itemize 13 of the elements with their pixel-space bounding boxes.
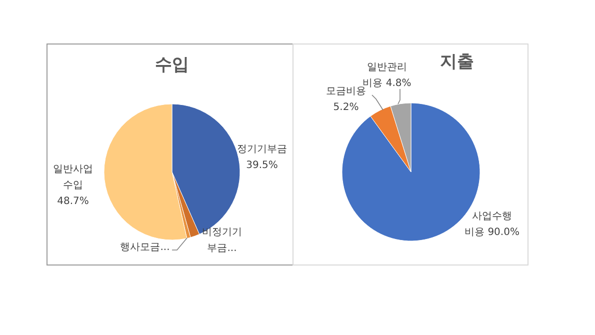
slice-label: 일반관리비용 4.8% <box>362 62 412 89</box>
slice-label: 비정기기부금... <box>202 227 242 254</box>
slice-label: 사업수행비용 90.0% <box>464 211 520 238</box>
data-label: 5.2% <box>333 102 359 113</box>
pie-slice <box>370 106 412 172</box>
slice-label: 행사모금... <box>120 242 170 253</box>
chart-title: 수입 <box>155 55 189 75</box>
slice-label: 정기기부금 <box>237 144 287 155</box>
data-label: 48.7% <box>57 196 89 207</box>
slice-label: 모금비용 <box>326 86 366 97</box>
chart-title: 지출 <box>440 52 474 72</box>
data-label: 39.5% <box>246 160 278 171</box>
slice-label: 일반사업수입 <box>53 164 93 191</box>
